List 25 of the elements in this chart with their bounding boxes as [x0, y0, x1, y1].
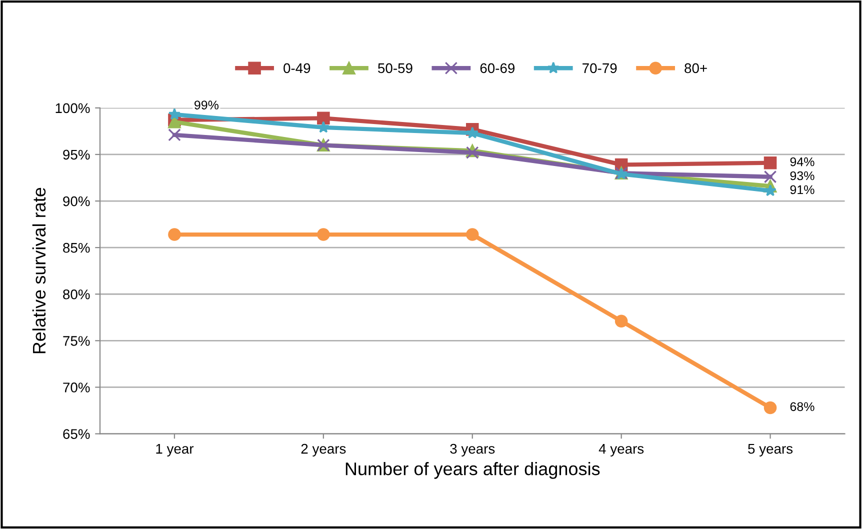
- data-label: 99%: [194, 100, 218, 110]
- legend-label: 50-59: [378, 63, 412, 74]
- data-label: 68%: [790, 402, 814, 412]
- y-tick-label: 70%: [63, 382, 90, 392]
- y-tick-label: 100%: [56, 103, 90, 114]
- data-label: 93%: [790, 171, 814, 180]
- legend-label: 60-69: [480, 63, 515, 74]
- legend-label: 80+: [684, 63, 707, 74]
- x-axis-title: Number of years after diagnosis: [346, 462, 600, 479]
- x-tick-label: 5 years: [748, 444, 793, 456]
- data-label: 94%: [790, 157, 814, 166]
- y-tick-label: 80%: [63, 289, 90, 300]
- legend-label: 0-49: [284, 63, 310, 74]
- y-tick-label: 75%: [63, 336, 90, 346]
- x-tick-label: 4 years: [598, 444, 644, 456]
- legend-label: 70-79: [582, 63, 617, 74]
- x-tick-label: 2 years: [301, 444, 346, 456]
- data-label: 91%: [790, 185, 814, 194]
- y-tick-label: 65%: [63, 429, 90, 439]
- y-tick-label: 85%: [63, 242, 90, 253]
- x-tick-label: 1 year: [156, 444, 194, 456]
- x-tick-label: 3 years: [450, 444, 495, 456]
- y-tick-label: 90%: [63, 196, 90, 206]
- y-axis-title: Relative survival rate: [32, 188, 46, 354]
- y-tick-label: 95%: [63, 150, 90, 160]
